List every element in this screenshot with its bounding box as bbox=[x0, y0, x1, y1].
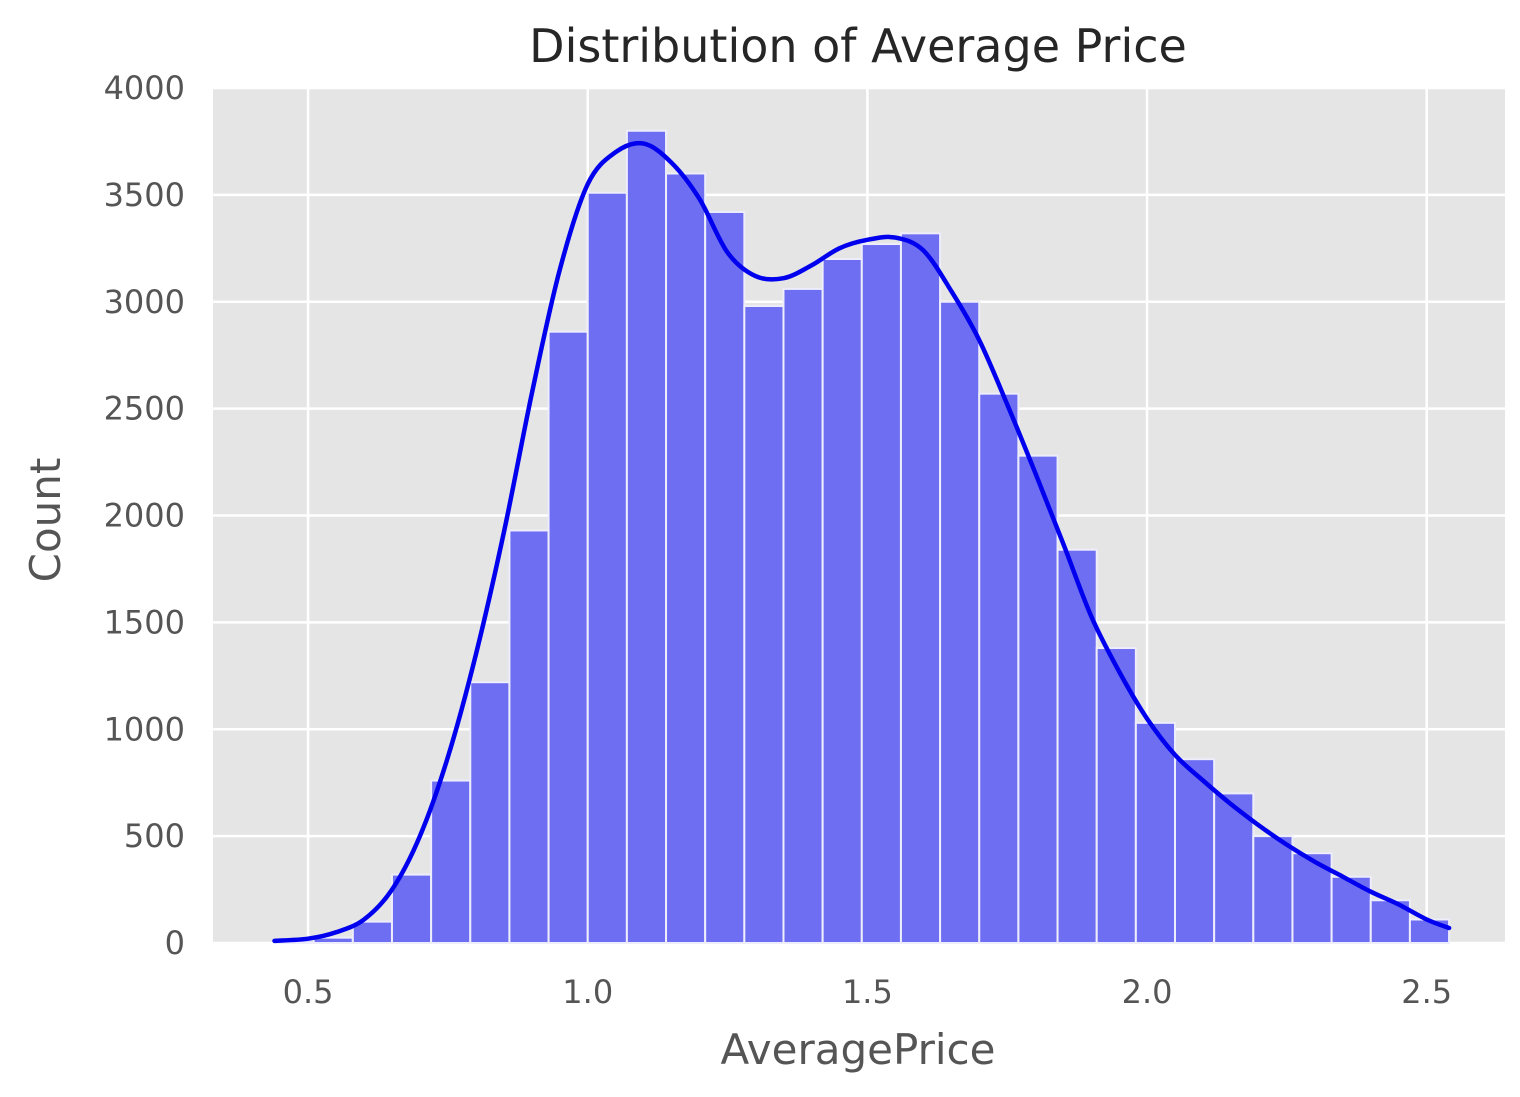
histogram-bar bbox=[508, 529, 550, 945]
histogram-bar bbox=[586, 191, 628, 945]
histogram-bar bbox=[665, 172, 707, 944]
x-axis-label: AveragePrice bbox=[721, 1025, 996, 1074]
histogram-bar bbox=[782, 287, 824, 944]
y-axis-label: Count bbox=[21, 458, 70, 583]
x-tick-label: 0.5 bbox=[283, 973, 334, 1011]
histogram-bars bbox=[273, 129, 1451, 945]
histogram-bar bbox=[821, 258, 863, 944]
histogram-bar bbox=[469, 681, 511, 944]
histogram-bar bbox=[1291, 852, 1333, 944]
histogram-bar bbox=[1213, 792, 1255, 944]
y-tick-label: 2500 bbox=[104, 390, 185, 428]
x-axis-ticks: 0.5 1.0 1.5 2.0 2.5 bbox=[283, 973, 1453, 1011]
x-tick-label: 1.0 bbox=[562, 973, 613, 1011]
histogram-bar bbox=[743, 305, 785, 944]
histogram-bar bbox=[1017, 454, 1059, 944]
chart-title: Distribution of Average Price bbox=[529, 19, 1187, 73]
x-tick-label: 1.5 bbox=[842, 973, 893, 1011]
y-tick-label: 0 bbox=[165, 924, 185, 962]
y-tick-label: 3500 bbox=[104, 176, 185, 214]
histogram-bar bbox=[1095, 647, 1137, 945]
x-tick-label: 2.0 bbox=[1122, 973, 1173, 1011]
y-tick-label: 2000 bbox=[104, 497, 185, 535]
histogram-bar bbox=[430, 779, 472, 944]
y-tick-label: 1500 bbox=[104, 603, 185, 641]
y-tick-label: 500 bbox=[124, 817, 185, 855]
histogram-bar bbox=[390, 873, 433, 944]
y-tick-label: 1000 bbox=[104, 710, 185, 748]
y-tick-label: 3000 bbox=[104, 283, 185, 321]
x-tick-label: 2.5 bbox=[1401, 973, 1452, 1011]
histogram-bar bbox=[978, 392, 1020, 945]
histogram-bar bbox=[547, 330, 589, 944]
histogram-bar bbox=[939, 300, 981, 944]
y-tick-label: 4000 bbox=[104, 69, 185, 107]
kde-curve bbox=[272, 140, 1452, 944]
histogram-bar bbox=[625, 129, 668, 944]
histogram-bar bbox=[860, 243, 902, 945]
histogram-bar bbox=[704, 210, 746, 945]
histogram-bar bbox=[1056, 548, 1098, 944]
histogram-bar bbox=[1134, 721, 1177, 945]
histogram-bar bbox=[899, 232, 942, 945]
histogram-bar bbox=[1252, 835, 1294, 944]
y-axis-ticks: 0 500 1000 1500 2000 2500 3000 3500 4000 bbox=[104, 69, 185, 962]
